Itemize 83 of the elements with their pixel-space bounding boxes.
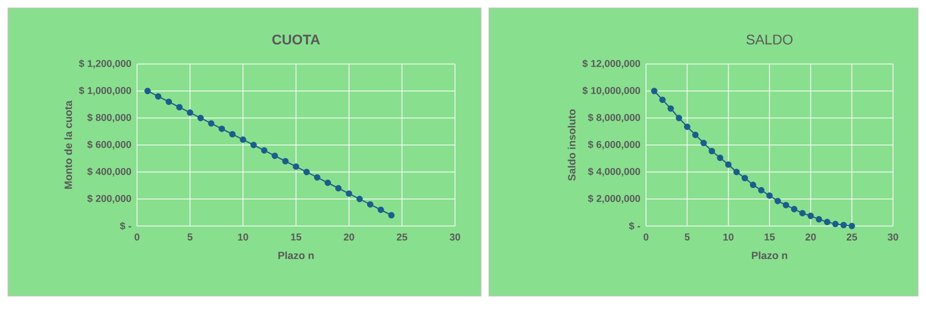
x-tick-label: 5 [684, 234, 690, 240]
x-tick-label: 20 [805, 234, 816, 241]
point [356, 196, 363, 202]
point [708, 148, 716, 154]
x-tick-label: 30 [888, 234, 898, 241]
point [799, 210, 806, 216]
point [378, 206, 384, 213]
point [668, 105, 674, 112]
point [742, 174, 748, 182]
y-tick-label: $ 8,000,000 [588, 114, 640, 122]
point [840, 222, 847, 228]
point [750, 182, 756, 188]
y-tick-label: $ 400,000 [87, 168, 132, 176]
point [725, 161, 732, 168]
x-tick-label: 10 [238, 234, 248, 241]
point [758, 187, 764, 194]
point [816, 216, 822, 222]
point [208, 120, 214, 127]
y-axis-title: Saldo insoluto [568, 109, 576, 181]
y-tick-label: $ 600,000 [87, 140, 132, 150]
x-tick-label: 10 [723, 234, 734, 241]
point [766, 192, 773, 199]
chart-title: CUOTA [272, 34, 320, 45]
point [692, 132, 699, 138]
point [144, 88, 151, 94]
point [240, 136, 246, 143]
point [700, 140, 707, 146]
point [335, 185, 342, 192]
y-tick-label: $ - [120, 222, 132, 230]
point [388, 212, 395, 218]
point [716, 154, 724, 162]
point [261, 147, 268, 154]
point [824, 218, 830, 226]
point [684, 124, 690, 130]
point [346, 190, 352, 197]
y-tick-label: $ 1,000,000 [78, 86, 132, 96]
x-tick-label: 30 [450, 234, 460, 241]
x-tick-label: 5 [188, 234, 192, 240]
y-tick-label: $ 6,000,000 [588, 140, 640, 150]
point [272, 152, 278, 159]
x-tick-label: 0 [644, 234, 648, 241]
point [303, 168, 310, 176]
y-tick-label: $ 10,000,000 [582, 86, 640, 96]
point [155, 93, 162, 100]
point [733, 168, 740, 176]
x-tick-label: 20 [344, 234, 354, 241]
x-tick-label: 0 [134, 234, 140, 241]
y-tick-label: $ 200,000 [87, 194, 132, 204]
x-tick-label: 25 [396, 234, 408, 241]
point [186, 109, 194, 116]
point [218, 126, 226, 132]
x-tick-label: 15 [291, 234, 302, 240]
chart-title: SALDO [746, 34, 792, 45]
y-tick-label: $ - [628, 222, 640, 230]
x-axis-title: Plazo n [278, 251, 314, 260]
point [292, 163, 300, 170]
point [197, 114, 204, 122]
point [176, 104, 183, 110]
point [367, 201, 374, 208]
x-axis-title: Plazo n [752, 251, 788, 260]
point [229, 131, 236, 138]
point [282, 158, 289, 164]
point [848, 222, 856, 230]
y-tick-label: $ 2,000,000 [588, 194, 640, 204]
y-tick-label: $ 800,000 [87, 114, 132, 122]
point [250, 142, 257, 148]
point [832, 220, 839, 228]
point [651, 88, 658, 94]
point [659, 96, 666, 103]
y-tick-label: $ 1,200,000 [78, 60, 132, 68]
point [324, 180, 332, 186]
y-axis-title: Monto de la cuota [64, 100, 72, 189]
y-tick-label: $ 4,000,000 [588, 168, 640, 176]
point [166, 98, 172, 105]
point [782, 202, 790, 208]
point [807, 212, 814, 220]
x-tick-label: 15 [764, 234, 775, 240]
point [774, 198, 781, 204]
y-tick-label: $ 12,000,000 [582, 60, 640, 68]
point [314, 174, 320, 181]
x-tick-label: 25 [846, 234, 858, 241]
point [791, 206, 798, 212]
point [676, 114, 682, 122]
